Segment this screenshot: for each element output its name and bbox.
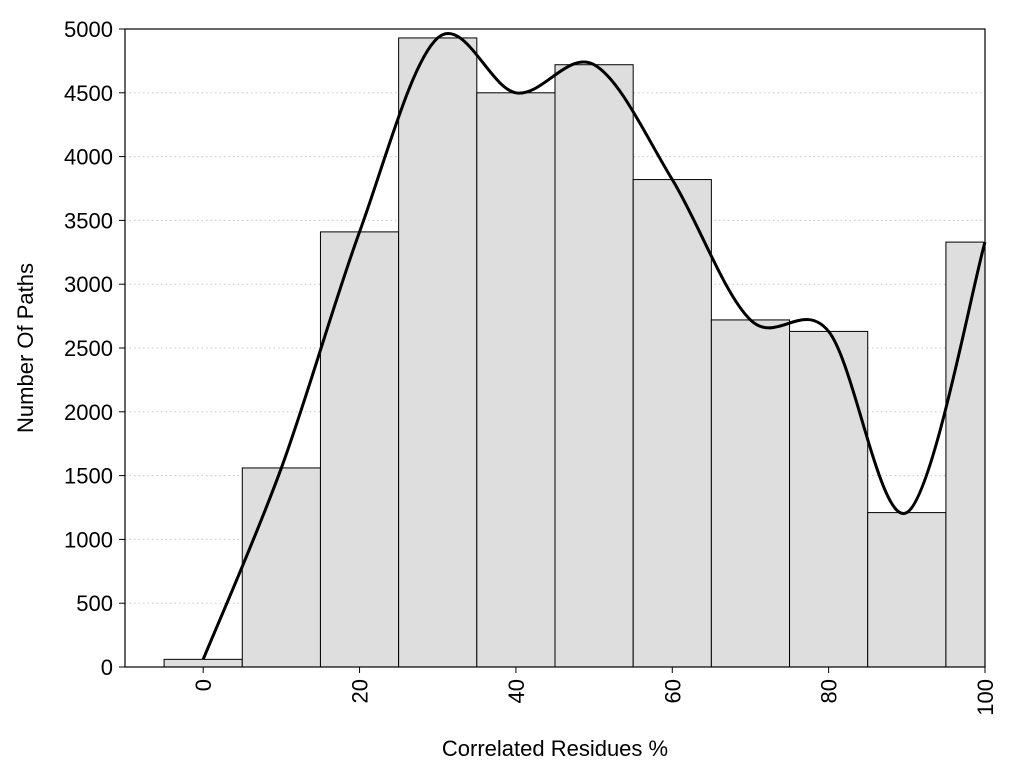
y-tick-label-3500: 3500 xyxy=(64,208,113,233)
y-tick-label-2000: 2000 xyxy=(64,400,113,425)
y-tick-label-1000: 1000 xyxy=(64,527,113,552)
bar-20 xyxy=(319,231,400,668)
bar-100 xyxy=(945,241,986,668)
y-tick-label-4500: 4500 xyxy=(64,81,113,106)
x-tick-label-100: 100 xyxy=(973,679,998,716)
x-tick-label-0: 0 xyxy=(191,679,216,691)
x-tick-label-40: 40 xyxy=(504,679,529,703)
bar-50 xyxy=(554,64,634,668)
bar-90 xyxy=(867,512,947,668)
bar-0 xyxy=(163,658,243,668)
y-axis-label: Number Of Paths xyxy=(13,263,38,433)
bar-40 xyxy=(476,92,556,668)
y-axis-ticks: 0 500 1000 1500 2000 2500 3000 3500 4000 4500 5000 xyxy=(64,17,125,680)
bars xyxy=(163,37,986,668)
x-axis-ticks: 0 20 40 60 80 100 xyxy=(191,667,998,716)
x-tick-label-60: 60 xyxy=(660,679,685,703)
y-tick-label-0: 0 xyxy=(101,655,113,680)
y-tick-label-2500: 2500 xyxy=(64,336,113,361)
y-tick-label-3000: 3000 xyxy=(64,272,113,297)
curve-line xyxy=(201,32,987,660)
x-tick-label-80: 80 xyxy=(817,679,842,703)
y-tick-label-5000: 5000 xyxy=(64,17,113,42)
bar-10 xyxy=(241,467,321,668)
x-axis-label: Correlated Residues % xyxy=(442,736,668,761)
x-tick-label-20: 20 xyxy=(348,679,373,703)
y-tick-label-4000: 4000 xyxy=(64,145,113,170)
bar-70 xyxy=(710,319,791,668)
bar-30 xyxy=(398,37,478,668)
y-tick-label-1500: 1500 xyxy=(64,464,113,489)
bar-80 xyxy=(789,330,869,668)
bar-60 xyxy=(632,179,712,668)
y-tick-label-500: 500 xyxy=(76,591,113,616)
smoothed-curve xyxy=(201,32,987,660)
